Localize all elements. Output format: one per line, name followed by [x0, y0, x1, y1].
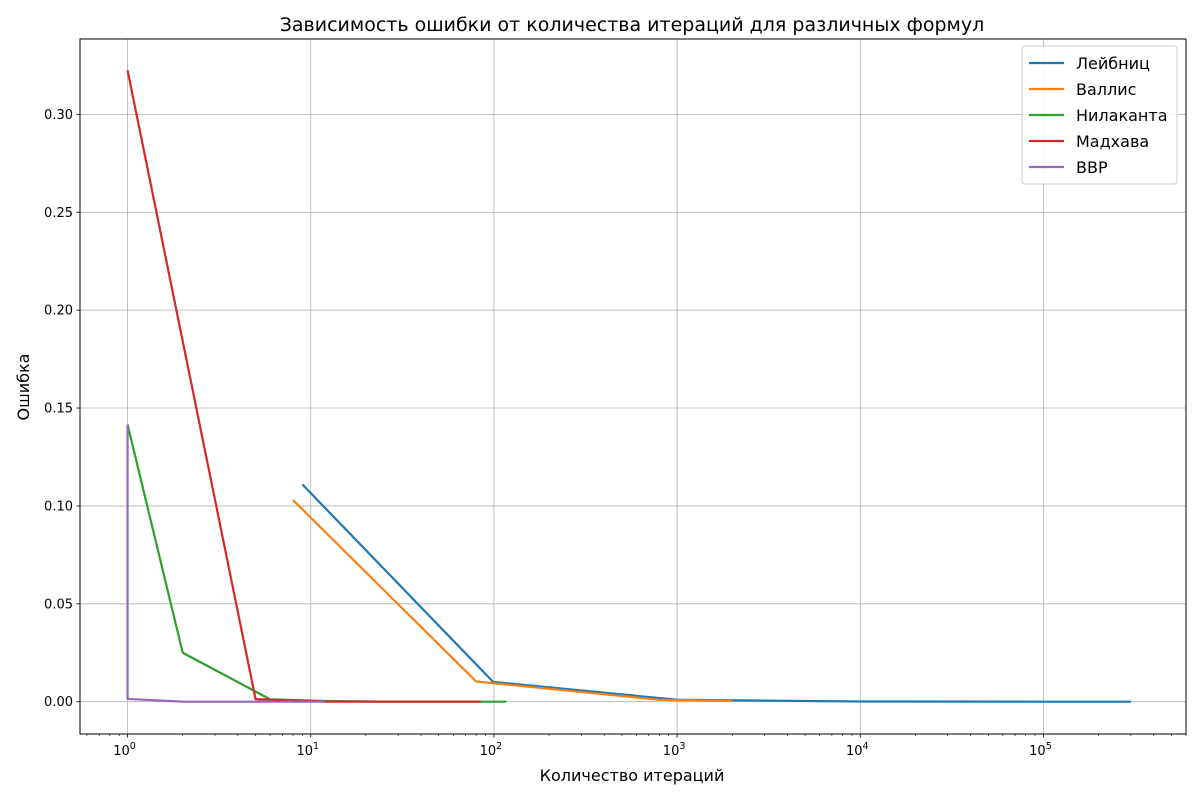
legend-label-2: Валлис — [1076, 80, 1136, 99]
legend-label-3: Нилаканта — [1076, 106, 1168, 125]
series-line-1 — [301, 483, 1131, 703]
y-tick-label: 0.25 — [44, 206, 73, 221]
legend: Лейбниц Валлис Нилаканта Мадхава BBP — [1021, 45, 1178, 185]
y-tick-label: 0.30 — [44, 108, 73, 123]
x-axis-title: Количество итераций — [540, 766, 725, 785]
grid — [80, 39, 1186, 734]
y-axis-title: Ошибка — [14, 354, 33, 421]
y-tick-label: 0.20 — [44, 304, 73, 319]
series-lines — [126, 70, 1131, 703]
series-line-2 — [292, 499, 733, 703]
y-tick-label: 0.15 — [44, 402, 73, 417]
legend-label-5: BBP — [1076, 158, 1108, 177]
y-tick-label: 0.00 — [44, 695, 73, 710]
y-tick-label: 0.10 — [44, 499, 73, 514]
y-tick-label: 0.05 — [44, 597, 73, 612]
legend-label-1: Лейбниц — [1076, 54, 1150, 73]
legend-label-4: Мадхава — [1076, 132, 1149, 151]
chart-title: Зависимость ошибки от количества итераци… — [280, 14, 985, 36]
legend-box — [1021, 45, 1178, 185]
series-line-5 — [126, 424, 326, 703]
plot-frame — [79, 38, 1187, 735]
